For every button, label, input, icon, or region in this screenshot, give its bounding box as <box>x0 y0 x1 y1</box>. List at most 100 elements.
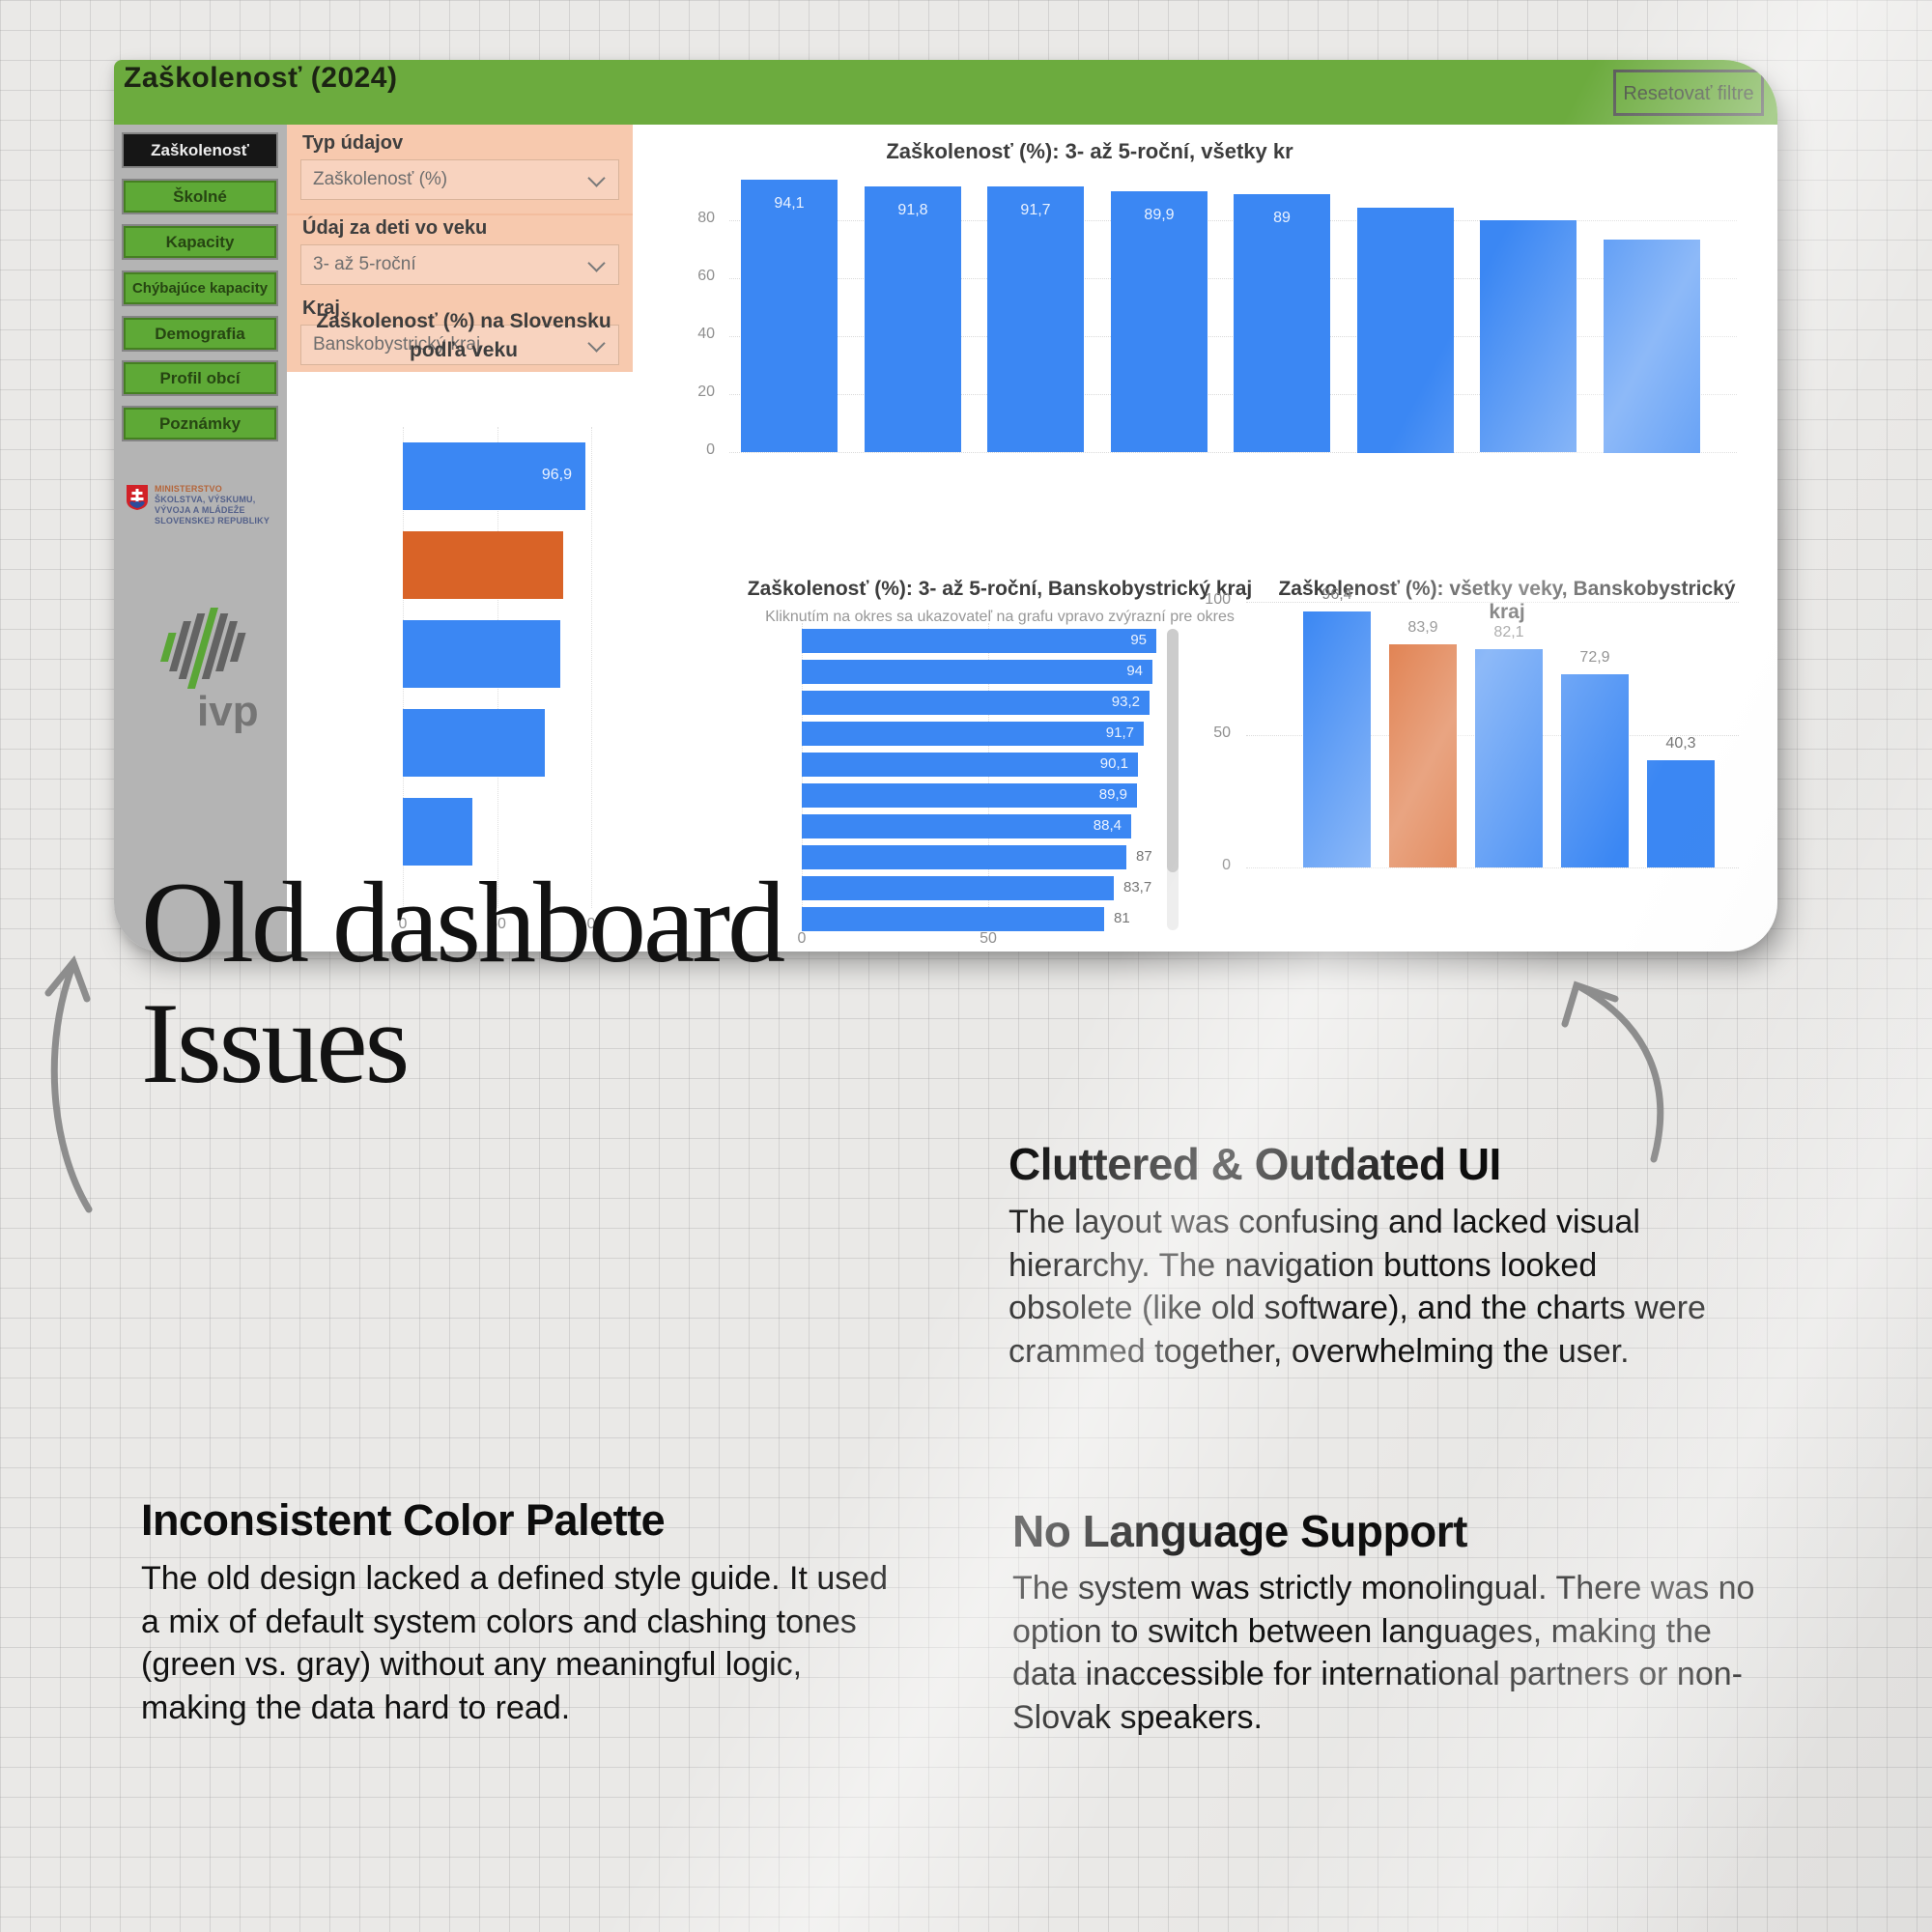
svg-text:ivp: ivp <box>197 688 259 733</box>
bar-value-label: 83,9 <box>1407 619 1438 636</box>
dashboard-window-title: Zaškolenosť (2024) <box>124 62 398 94</box>
filter-value: 3- až 5-roční <box>313 254 416 274</box>
bar[interactable] <box>403 709 545 777</box>
x-axis-tick-label: 50 <box>980 930 997 947</box>
filter-dropdown-typ-udajov[interactable]: Zaškolenosť (%) <box>300 159 619 200</box>
bar-value-label: 96,4 <box>1321 586 1352 603</box>
bar[interactable] <box>987 186 1084 452</box>
ivp-logo-bars <box>159 608 246 689</box>
bar-value-label: 87 <box>1136 848 1152 865</box>
filter-separator <box>287 213 633 215</box>
bar[interactable] <box>802 753 1138 777</box>
right-chart-title: Zaškolenosť (%): všetky veky, Banskobyst… <box>1278 578 1736 623</box>
sidebar-item-demografia[interactable]: Demografia <box>122 316 278 352</box>
x-axis-tick-label: 0 <box>797 930 807 947</box>
bar[interactable] <box>802 814 1131 838</box>
bar-value-label: 89,9 <box>1098 786 1127 803</box>
x-gridline <box>591 427 592 908</box>
bar[interactable] <box>741 180 838 452</box>
middle-chart-scrollbar[interactable] <box>1167 629 1179 930</box>
bar[interactable] <box>1111 191 1208 452</box>
y-gridline <box>1246 602 1739 603</box>
y-axis-tick-label: 0 <box>1222 857 1231 873</box>
y-axis-tick-label: 50 <box>1213 724 1231 741</box>
page-title: Old dashboard Issues <box>141 858 785 1107</box>
sidebar: Zaškolenosť Školné Kapacity Chýbajúce ka… <box>114 125 287 952</box>
bar[interactable] <box>1357 208 1454 453</box>
sidebar-item-chybajuce-kapacity[interactable]: Chýbajúce kapacity <box>122 270 278 306</box>
y-axis-tick-label: 80 <box>697 210 715 226</box>
left-chart-title: Zaškolenosť (%) na Slovensku podľa veku <box>316 310 611 361</box>
bar-value-label: 72,9 <box>1579 649 1610 666</box>
bar-value-label: 40,3 <box>1665 735 1696 752</box>
filter-label-kraj: Kraj <box>302 298 340 319</box>
slovak-coat-of-arms-icon <box>126 484 149 516</box>
middle-chart-title: Zaškolenosť (%): 3- až 5-roční, Banskoby… <box>747 578 1253 600</box>
y-gridline <box>729 452 1737 453</box>
filter-panel: Typ údajov Zaškolenosť (%) Údaj za deti … <box>287 125 633 372</box>
bar[interactable] <box>802 722 1144 746</box>
bar[interactable] <box>1475 649 1543 867</box>
bar-value-label: 96,9 <box>541 467 572 483</box>
reset-filters-button[interactable]: Resetovať filtre <box>1613 70 1764 116</box>
bar[interactable] <box>1604 240 1700 453</box>
bar[interactable] <box>1561 674 1629 867</box>
y-gridline <box>1246 867 1739 868</box>
sidebar-item-poznamky[interactable]: Poznámky <box>122 406 278 441</box>
bar[interactable] <box>802 907 1104 931</box>
bar[interactable] <box>865 186 961 452</box>
bar[interactable] <box>403 442 585 510</box>
filter-value: Banskobystrický kraj <box>313 334 481 355</box>
bar[interactable] <box>802 660 1152 684</box>
ministry-logo: MINISTERSTVO ŠKOLSTVA, VÝSKUMU, VÝVOJA A… <box>126 484 270 526</box>
bar[interactable] <box>802 783 1137 808</box>
y-gridline <box>729 394 1737 395</box>
sidebar-item-profil-obci[interactable]: Profil obcí <box>122 360 278 396</box>
bar-value-label: 88,4 <box>1093 817 1122 834</box>
bar[interactable] <box>403 620 560 688</box>
middle-chart-subtitle: Kliknutím na okres sa ukazovateľ na graf… <box>765 609 1235 625</box>
bar[interactable] <box>1234 194 1330 452</box>
ministry-logo-text: MINISTERSTVO ŠKOLSTVA, VÝSKUMU, VÝVOJA A… <box>155 484 270 526</box>
bar[interactable] <box>403 531 563 599</box>
bar[interactable] <box>802 629 1156 653</box>
dashboard-screenshot: Zaškolenosť (2024) Resetovať filtre Zašk… <box>114 60 1777 952</box>
sidebar-item-zaskolenost[interactable]: Zaškolenosť <box>122 132 278 168</box>
x-axis-tick-label: 50 <box>489 916 506 932</box>
ivp-logo: ivp <box>147 608 263 738</box>
y-axis-tick-label: 60 <box>697 268 715 284</box>
bar[interactable] <box>403 798 472 866</box>
bar[interactable] <box>1480 220 1577 452</box>
chevron-down-icon <box>587 254 606 272</box>
sidebar-item-skolne[interactable]: Školné <box>122 179 278 214</box>
bar-value-label: 94,1 <box>774 195 805 212</box>
y-gridline <box>729 278 1737 279</box>
filter-label-udaj-za-deti: Údaj za deti vo veku <box>302 217 488 239</box>
bar[interactable] <box>802 876 1114 900</box>
bar[interactable] <box>802 691 1150 715</box>
y-axis-tick-label: 100 <box>1205 591 1231 608</box>
filter-dropdown-vek[interactable]: 3- až 5-roční <box>300 244 619 285</box>
right-arrowhead-icon <box>1561 980 1619 1028</box>
bar[interactable] <box>1647 760 1715 867</box>
bar-value-label: 89 <box>1273 210 1291 226</box>
bar-value-label: 94 <box>1126 663 1143 679</box>
bar[interactable] <box>802 845 1126 869</box>
bar-value-label: 81 <box>1114 910 1130 926</box>
bar-value-label: 82,1 <box>1493 624 1524 640</box>
sidebar-item-kapacity[interactable]: Kapacity <box>122 224 278 260</box>
bar[interactable] <box>1303 611 1371 867</box>
bar-value-label: 93,2 <box>1111 694 1140 710</box>
bar-value-label: 90,1 <box>1099 755 1128 772</box>
y-axis-tick-label: 0 <box>706 441 715 458</box>
bar-value-label: 89,9 <box>1144 207 1175 223</box>
scrollbar-thumb[interactable] <box>1167 629 1179 872</box>
y-gridline <box>729 336 1737 337</box>
chevron-down-icon <box>587 169 606 187</box>
section-heading-cluttered-ui: Cluttered & Outdated UI <box>1009 1139 1501 1189</box>
section-body-cluttered-ui: The layout was confusing and lacked visu… <box>1009 1204 1706 1370</box>
filter-dropdown-kraj[interactable]: Banskobystrický kraj <box>300 325 619 365</box>
bar-value-label: 83,7 <box>1123 879 1152 895</box>
bar[interactable] <box>1389 644 1457 867</box>
